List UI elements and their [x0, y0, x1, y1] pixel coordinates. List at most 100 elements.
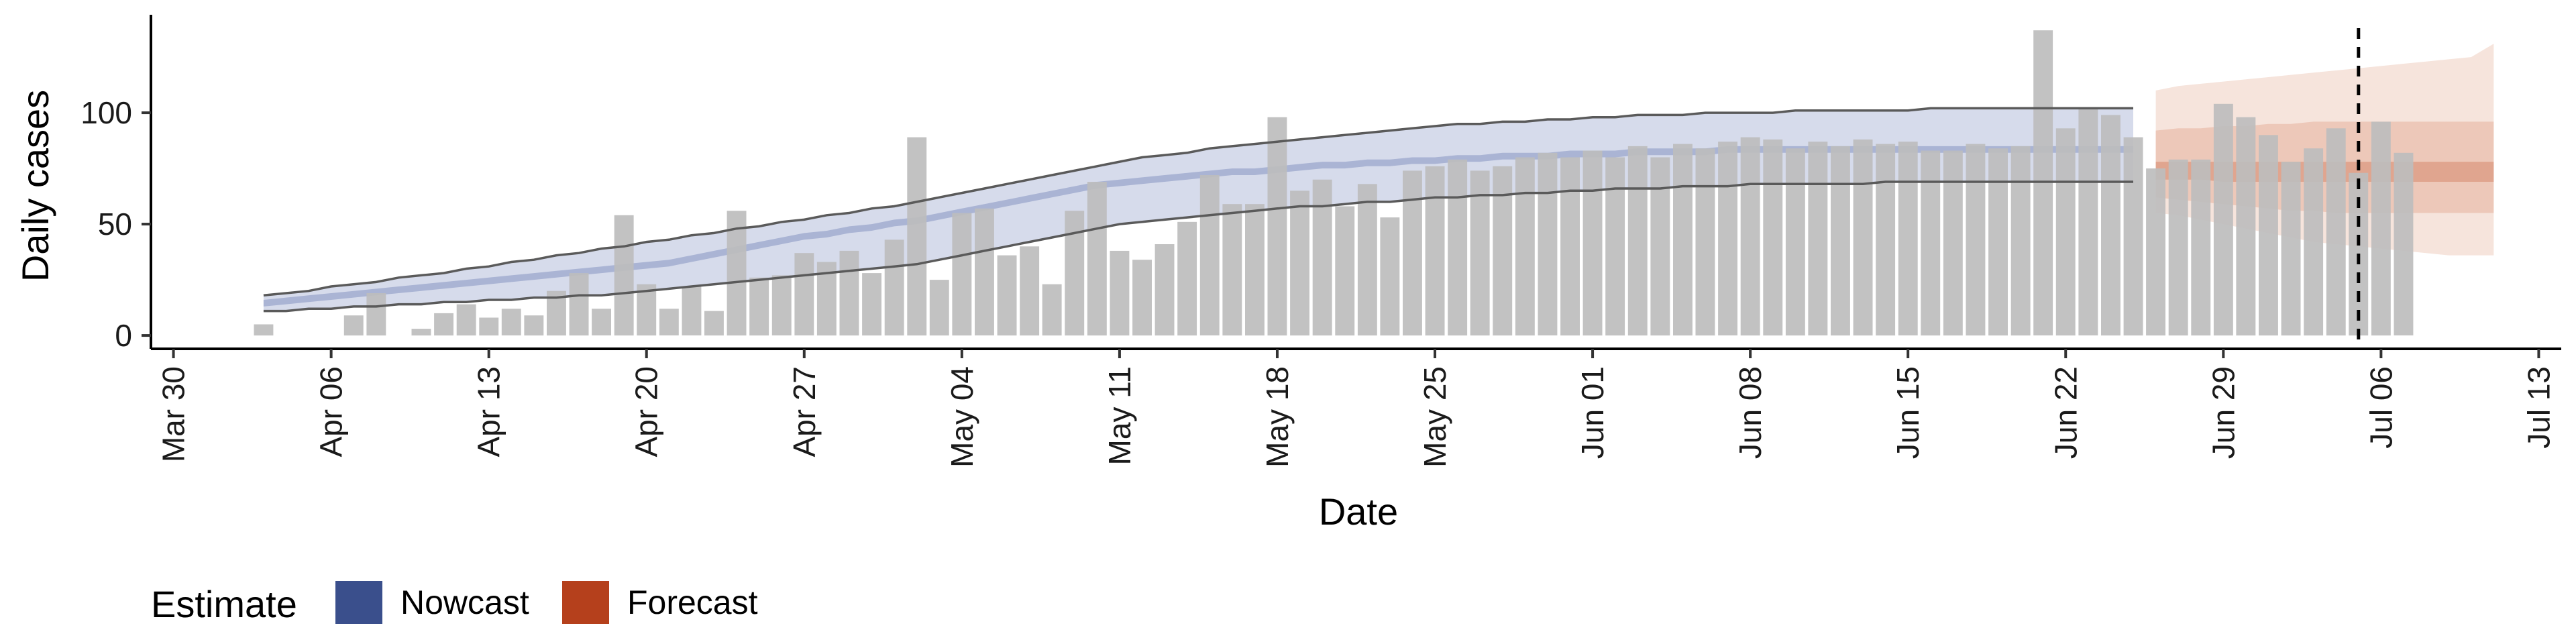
case-bar — [1831, 146, 1850, 336]
case-bar — [1740, 137, 1760, 336]
case-bar — [2055, 128, 2076, 336]
case-bar — [1042, 284, 1062, 336]
case-bar — [1966, 144, 1986, 336]
case-bar — [2326, 128, 2346, 336]
case-bar — [1177, 221, 1197, 336]
case-bar — [1020, 246, 1040, 336]
x-tick-label: Apr 20 — [629, 366, 664, 458]
x-tick-label: Jul 13 — [2521, 366, 2556, 449]
x-axis-ticks: Mar 30 Apr 06 Apr 13 Apr 20 Apr 27 May 04 May … — [156, 349, 2556, 468]
legend-swatch-forecast — [562, 581, 609, 624]
x-tick-label: Apr 13 — [472, 366, 506, 458]
case-bar — [1515, 157, 1535, 336]
case-bar — [2123, 137, 2143, 336]
case-bar — [1155, 244, 1175, 336]
case-bar — [1605, 157, 1625, 336]
case-bar — [2191, 159, 2211, 336]
case-bar — [637, 284, 657, 336]
case-bar — [1087, 182, 1107, 336]
y-tick-label: 100 — [80, 95, 132, 130]
case-bar — [479, 317, 499, 336]
x-tick-label: Jun 22 — [2048, 366, 2083, 459]
case-bar — [1627, 146, 1648, 336]
case-bar — [411, 329, 431, 336]
nowcast-band-inner — [263, 146, 2134, 307]
case-bar — [1065, 211, 1085, 336]
x-tick-label: Jun 29 — [2206, 366, 2241, 459]
case-bar — [592, 309, 611, 335]
case-bar — [2236, 117, 2256, 336]
case-bar — [1425, 166, 1445, 336]
case-bar — [1267, 117, 1287, 336]
case-bar — [1582, 150, 1603, 336]
case-bar — [524, 315, 544, 336]
case-bar — [1493, 166, 1513, 336]
case-bar — [1403, 170, 1422, 336]
case-bar — [1199, 175, 1220, 335]
x-tick-label: Jun 15 — [1890, 366, 1925, 459]
case-bar — [997, 255, 1017, 336]
case-bars — [254, 30, 2414, 336]
case-bar — [1335, 206, 1355, 336]
nowcast-lower-line — [263, 180, 2133, 313]
case-bar — [1673, 144, 1693, 336]
case-bar — [1853, 139, 1873, 336]
case-bar — [839, 250, 859, 336]
case-bar — [794, 253, 814, 335]
case-bar — [569, 273, 589, 336]
case-bar — [727, 211, 747, 336]
case-bar — [1560, 157, 1580, 336]
case-bar — [1448, 159, 1468, 336]
legend-title: Estimate — [151, 583, 297, 625]
legend-swatch-nowcast — [335, 581, 382, 624]
case-bar — [907, 137, 927, 336]
case-bar — [659, 309, 679, 335]
y-tick-label: 0 — [115, 318, 132, 353]
case-bar — [501, 309, 521, 335]
x-tick-label: Apr 27 — [787, 366, 822, 458]
case-bar — [366, 293, 386, 336]
y-axis-ticks: 0 50 100 — [80, 95, 151, 353]
x-tick-label: May 25 — [1417, 366, 1452, 468]
case-bar — [929, 280, 949, 336]
case-bar — [2394, 152, 2414, 336]
x-tick-label: May 04 — [945, 366, 979, 468]
case-bar — [254, 324, 274, 336]
nowcast-band-outer — [263, 108, 2134, 311]
case-bar — [771, 275, 792, 335]
case-bar — [749, 277, 769, 336]
y-tick-label: 50 — [98, 207, 132, 241]
axes — [150, 15, 2561, 350]
case-bar — [614, 215, 634, 336]
case-bar — [1898, 142, 1918, 335]
x-tick-label: Jun 08 — [1733, 366, 1768, 459]
case-bar — [1245, 204, 1265, 336]
case-bar — [884, 239, 904, 336]
case-bar — [2259, 135, 2278, 336]
case-bar — [1988, 148, 2008, 336]
case-bar — [2213, 103, 2233, 336]
case-bar — [1312, 179, 1332, 336]
case-bar — [1222, 204, 1242, 336]
case-bar — [2101, 115, 2121, 336]
interval-lines — [263, 107, 2133, 313]
legend-label-nowcast: Nowcast — [400, 584, 529, 621]
case-bar — [434, 313, 453, 336]
case-bar — [1470, 170, 1490, 336]
case-bar — [1650, 157, 1670, 336]
case-bar — [2168, 159, 2188, 336]
x-tick-label: Mar 30 — [156, 366, 191, 462]
case-bar — [1718, 142, 1737, 335]
case-bar — [1538, 152, 1558, 336]
case-bar — [1110, 250, 1130, 336]
case-bar — [1380, 217, 1400, 336]
case-bar — [1808, 142, 1828, 335]
case-bar — [704, 311, 724, 336]
legend-label-forecast: Forecast — [627, 584, 758, 621]
x-tick-label: Apr 06 — [314, 366, 349, 458]
case-bar — [952, 213, 972, 336]
case-bar — [2371, 121, 2391, 336]
case-bar — [1357, 184, 1377, 336]
case-bar — [1943, 150, 1963, 336]
